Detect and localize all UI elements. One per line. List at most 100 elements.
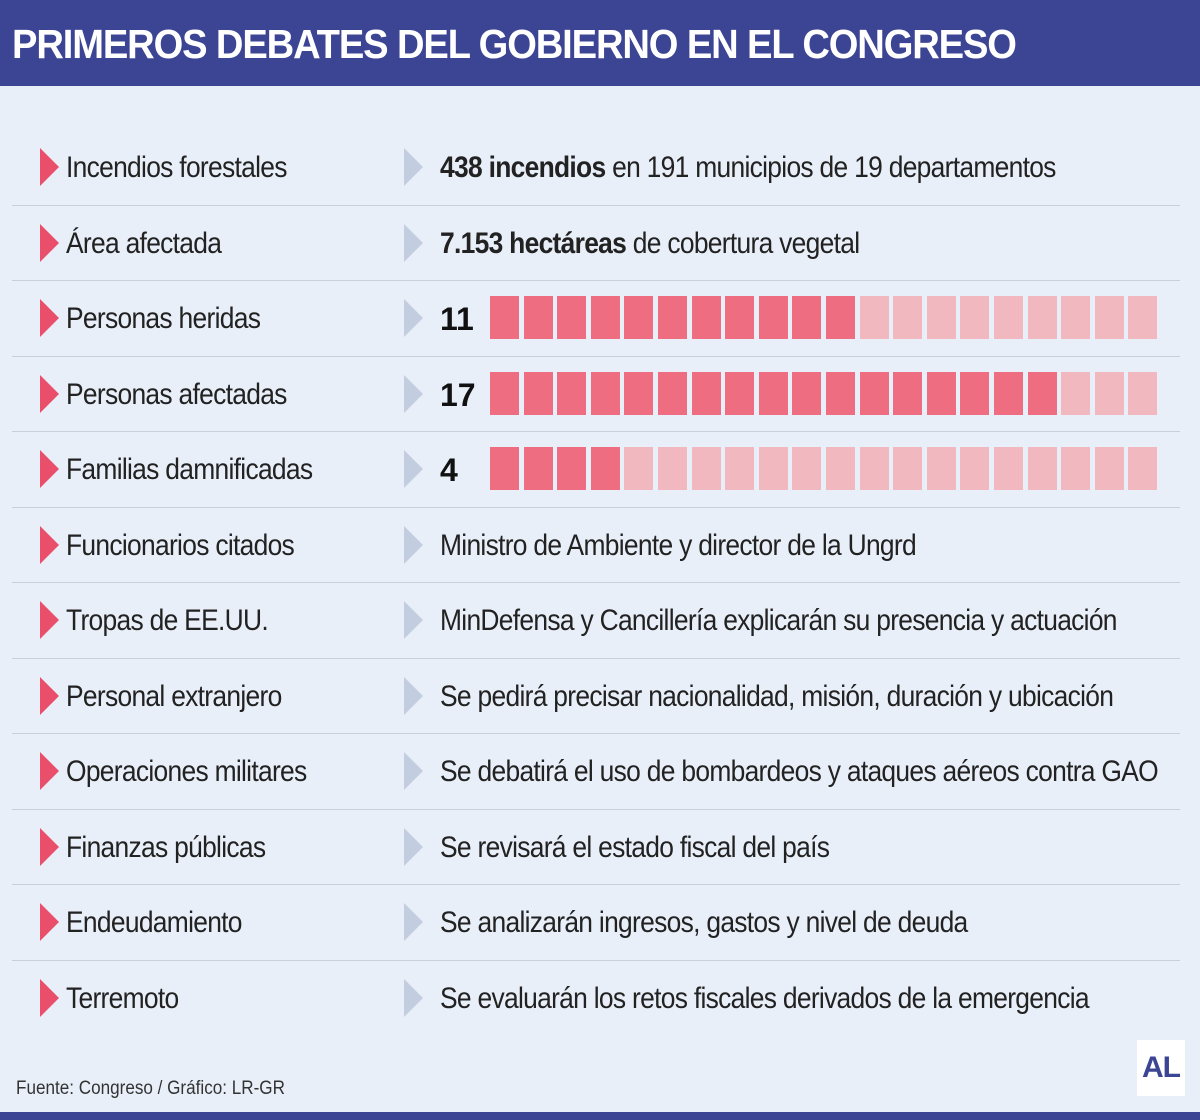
bottom-bar <box>0 1112 1200 1120</box>
row-label: Personas afectadas <box>66 377 287 411</box>
row-label: Terremoto <box>66 981 179 1015</box>
row-value: 438 incendios en 191 municipios de 19 de… <box>440 148 1056 188</box>
unit-square-empty <box>960 447 990 490</box>
row-label: Operaciones militares <box>66 755 307 788</box>
unit-square-empty <box>624 447 654 490</box>
unit-square-filled <box>725 296 755 339</box>
grey-arrow-icon <box>404 978 423 1017</box>
row-label: Incendios forestales <box>66 151 287 184</box>
unit-square-filled <box>557 371 587 415</box>
header-bar: PRIMEROS DEBATES DEL GOBIERNO EN EL CONG… <box>0 0 1200 86</box>
row-value-text: Se pedirá precisar nacionalidad, misión,… <box>440 679 1114 713</box>
table-row: Funcionarios citados Ministro de Ambiente… <box>12 508 1180 583</box>
row-value-text: Se analizarán ingresos, gastos y nivel d… <box>440 906 968 939</box>
grey-arrow-icon <box>404 374 423 413</box>
unit-square-filled <box>557 296 587 339</box>
unit-square-empty <box>1094 371 1124 415</box>
unit-square-empty <box>926 447 956 490</box>
unit-square-filled <box>658 371 687 415</box>
unit-square-filled <box>792 296 822 339</box>
grey-arrow-icon <box>404 903 423 941</box>
red-arrow-icon <box>40 827 59 866</box>
table-row: Familias damnificadas 4 <box>12 432 1180 508</box>
grey-arrow-icon <box>404 752 423 790</box>
row-value-text: MinDefensa y Cancillería explicarán su p… <box>440 604 1117 637</box>
unit-square-empty <box>994 296 1023 339</box>
unit-square-filled <box>691 371 721 415</box>
unit-square-empty <box>658 447 687 490</box>
grey-arrow-icon <box>404 601 423 639</box>
unit-square-empty <box>960 296 990 339</box>
unit-square-filled <box>725 371 755 415</box>
brand-logo: AL <box>1137 1040 1185 1096</box>
red-arrow-icon <box>40 374 59 413</box>
red-arrow-icon <box>40 450 59 488</box>
unit-square-empty <box>1027 447 1057 490</box>
row-value-highlight: 7.153 hectáreas <box>440 226 627 260</box>
red-arrow-icon <box>40 676 59 715</box>
table-row: Personas afectadas 17 <box>12 357 1180 432</box>
unit-square-filled <box>758 296 788 339</box>
unit-square-empty <box>1094 447 1124 490</box>
unit-square-filled <box>557 447 587 490</box>
red-arrow-icon <box>40 148 59 186</box>
row-label: Finanzas públicas <box>66 830 266 864</box>
row-value-text: Se evaluarán los retos fiscales derivado… <box>440 981 1090 1015</box>
unit-square-filled <box>590 447 620 490</box>
unit-square-filled <box>523 447 553 490</box>
grey-arrow-icon <box>404 676 423 715</box>
table-row: Operaciones militares Se debatirá el uso … <box>12 734 1180 810</box>
unit-square-filled <box>490 447 519 490</box>
unit-square-empty <box>859 447 889 490</box>
red-arrow-icon <box>40 601 59 639</box>
unit-square-empty <box>1027 296 1057 339</box>
row-value-text: en 191 municipios de 19 departamentos <box>605 151 1056 184</box>
rows-table: Incendios forestales 438 incendios en 191… <box>12 130 1180 1036</box>
unit-square-filled <box>826 371 855 415</box>
red-arrow-icon <box>40 752 59 790</box>
table-row: Endeudamiento Se analizarán ingresos, gas… <box>12 885 1180 961</box>
row-value-text: Ministro de Ambiente y director de la Un… <box>440 528 917 562</box>
row-number: 4 <box>440 452 458 488</box>
row-value-text: de cobertura vegetal <box>626 226 860 260</box>
red-arrow-icon <box>40 223 59 262</box>
row-label: Personal extranjero <box>66 679 282 713</box>
unit-square-filled <box>490 296 519 339</box>
row-value-highlight: 438 incendios <box>440 151 606 184</box>
row-value: Se debatirá el uso de bombardeos y ataqu… <box>440 752 1159 792</box>
grey-arrow-icon <box>404 450 423 488</box>
unit-square-empty <box>1128 371 1158 415</box>
row-value: 7.153 hectáreas de cobertura vegetal <box>440 224 860 264</box>
unit-square-empty <box>1128 447 1158 490</box>
unit-square-empty <box>1094 296 1124 339</box>
row-value: Se analizarán ingresos, gastos y nivel d… <box>440 903 968 943</box>
row-label: Tropas de EE.UU. <box>66 604 269 637</box>
unit-square-filled <box>691 296 721 339</box>
row-label: Área afectada <box>66 226 222 260</box>
unit-square-filled <box>523 296 553 339</box>
unit-squares <box>490 447 1158 490</box>
row-number: 17 <box>440 376 476 413</box>
unit-square-filled <box>859 371 889 415</box>
row-value-text: Se debatirá el uso de bombardeos y ataqu… <box>440 755 1159 788</box>
table-row: Personas heridas 11 <box>12 281 1180 357</box>
table-row: Tropas de EE.UU. MinDefensa y Cancillería… <box>12 583 1180 659</box>
unit-square-empty <box>792 447 822 490</box>
unit-square-empty <box>859 296 889 339</box>
grey-arrow-icon <box>404 827 423 866</box>
unit-square-filled <box>490 371 519 415</box>
grey-arrow-icon <box>404 148 423 186</box>
row-value: Ministro de Ambiente y director de la Un… <box>440 526 917 566</box>
row-label: Endeudamiento <box>66 906 242 939</box>
table-row: Área afectada 7.153 hectáreas de cobertur… <box>12 206 1180 281</box>
unit-square-empty <box>691 447 721 490</box>
unit-square-empty <box>725 447 755 490</box>
row-value: MinDefensa y Cancillería explicarán su p… <box>440 601 1117 641</box>
unit-square-filled <box>590 371 620 415</box>
unit-square-filled <box>994 371 1023 415</box>
table-row: Terremoto Se evaluarán los retos fiscales… <box>12 961 1180 1037</box>
unit-square-filled <box>590 296 620 339</box>
unit-square-filled <box>523 371 553 415</box>
unit-square-filled <box>960 371 990 415</box>
row-label: Personas heridas <box>66 302 261 335</box>
